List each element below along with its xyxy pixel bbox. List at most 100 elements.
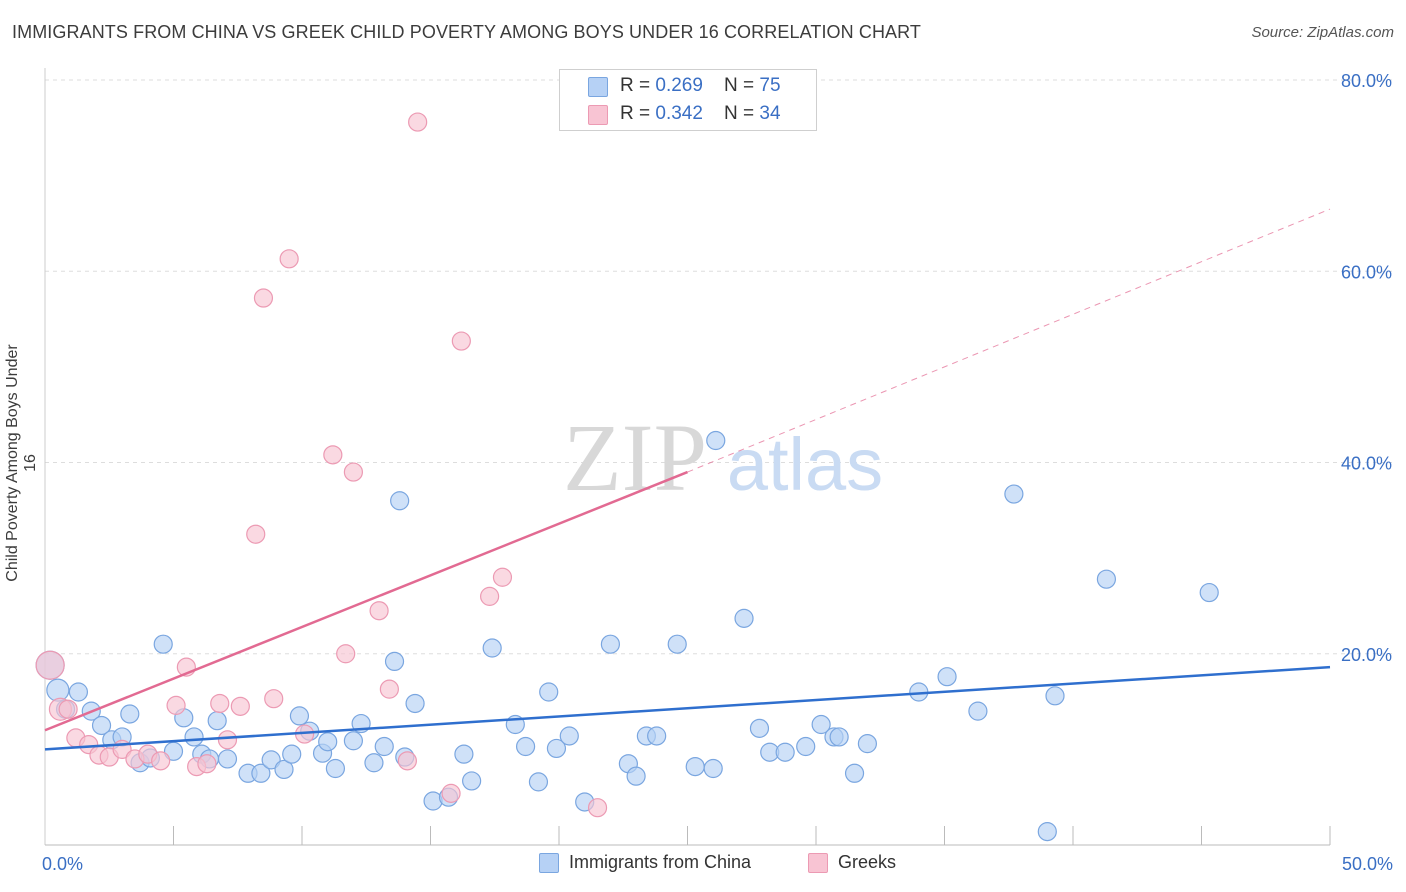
data-point <box>1045 686 1065 706</box>
data-point <box>325 758 346 779</box>
data-point <box>647 726 667 746</box>
data-point <box>482 638 502 658</box>
axes <box>44 68 1331 846</box>
trend-lines <box>44 208 1331 751</box>
legend-stats-greeks: R = 0.342 N = 34 <box>620 103 781 125</box>
data-point <box>734 608 754 628</box>
data-point <box>151 751 171 771</box>
data-point <box>559 726 579 746</box>
tick-labels: 20.0% 40.0% 60.0% 80.0% 0.0% 50.0% <box>42 71 1393 874</box>
data-point <box>379 679 399 699</box>
data-point <box>251 763 271 783</box>
data-point <box>253 288 274 308</box>
data-point <box>829 727 849 747</box>
legend-row-china: R = 0.269 N = 75 <box>560 72 816 100</box>
data-point <box>384 651 405 672</box>
series-greeks <box>35 112 608 818</box>
data-point <box>197 754 217 774</box>
y-tick-label: 20.0% <box>1341 645 1392 665</box>
chart-title: IMMIGRANTS FROM CHINA VS GREEK CHILD POV… <box>12 22 922 42</box>
legend-swatch-blue <box>588 77 608 97</box>
data-point <box>68 682 89 702</box>
grid-lines <box>45 79 1392 655</box>
data-point <box>274 759 294 780</box>
data-point <box>397 751 417 771</box>
data-point <box>153 634 173 654</box>
legend-swatch-blue <box>539 853 559 873</box>
legend-swatch-pink <box>588 105 608 125</box>
legend-row-greeks: R = 0.342 N = 34 <box>560 100 816 128</box>
watermark-atlas: atlas <box>727 423 883 506</box>
data-point <box>408 112 428 132</box>
data-point <box>282 744 302 764</box>
data-point <box>230 696 250 716</box>
data-point <box>166 695 186 715</box>
data-point <box>91 715 112 736</box>
data-point <box>749 718 770 738</box>
r-label: R = <box>620 103 656 124</box>
trend-extension-greeks <box>687 208 1331 473</box>
data-point <box>844 763 865 783</box>
data-point <box>364 753 384 773</box>
data-point <box>811 714 831 735</box>
correlation-legend: R = 0.269 N = 75 R = 0.342 N = 34 <box>559 69 817 131</box>
n-value: 75 <box>759 75 781 96</box>
n-label: N = <box>724 103 760 124</box>
data-point <box>35 650 65 680</box>
data-point <box>626 766 646 786</box>
data-point <box>279 249 299 269</box>
x-tick-label: 0.0% <box>42 854 83 874</box>
n-value: 34 <box>759 103 781 124</box>
data-point <box>1199 582 1219 603</box>
data-point <box>492 567 513 587</box>
data-point <box>857 734 878 754</box>
data-point <box>587 798 608 818</box>
data-point <box>318 732 338 752</box>
data-point <box>515 736 536 757</box>
n-label: N = <box>724 75 760 96</box>
data-point <box>454 744 474 764</box>
data-point <box>706 430 726 451</box>
data-point <box>343 462 363 482</box>
data-point <box>246 524 266 544</box>
y-tick-label: 80.0% <box>1341 71 1392 91</box>
data-point <box>120 704 140 724</box>
data-point <box>390 491 410 511</box>
data-point <box>1037 822 1057 842</box>
data-point <box>685 756 705 777</box>
legend-swatch-pink <box>808 853 828 873</box>
data-point <box>451 331 471 351</box>
data-point <box>58 699 78 719</box>
series-immigrants-from-china <box>35 430 1219 842</box>
legend-label-greeks: Greeks <box>838 852 897 872</box>
source-label: Source: ZipAtlas.com <box>1251 24 1394 41</box>
data-point <box>46 678 70 702</box>
data-point <box>343 731 363 751</box>
trend-line-greeks <box>44 470 688 732</box>
data-point <box>1004 484 1024 504</box>
data-point <box>796 736 816 757</box>
data-point <box>462 771 482 791</box>
data-point <box>289 706 310 726</box>
r-label: R = <box>620 75 656 96</box>
data-point <box>937 667 957 687</box>
x-tick-label: 50.0% <box>1342 854 1393 874</box>
data-point <box>207 711 227 731</box>
data-point <box>703 758 723 779</box>
data-point <box>480 586 500 606</box>
data-point <box>264 689 284 709</box>
data-point <box>441 783 461 803</box>
data-point <box>1096 569 1117 589</box>
legend-stats-china: R = 0.269 N = 75 <box>620 75 781 97</box>
data-point <box>374 736 394 757</box>
data-point <box>323 445 343 465</box>
data-point <box>539 682 559 702</box>
data-point <box>369 601 389 621</box>
r-value: 0.269 <box>655 75 703 96</box>
data-point <box>528 772 549 792</box>
data-point <box>210 693 230 714</box>
data-point <box>775 742 795 762</box>
r-value: 0.342 <box>655 103 703 124</box>
data-point <box>336 644 356 664</box>
